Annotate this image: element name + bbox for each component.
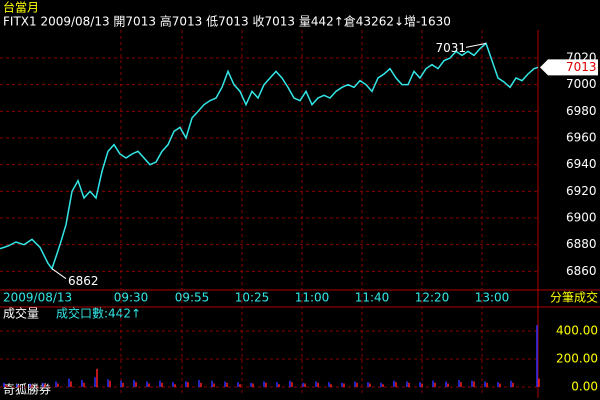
footer: 奇狐勝券 [3, 382, 51, 397]
last-price-box [540, 59, 598, 76]
high-label: 7031 [435, 41, 466, 55]
x-tick-label: 11:00 [295, 291, 330, 305]
y-tick-label: 6960 [566, 131, 597, 145]
y-tick-label: 400.00 [556, 323, 598, 337]
y-tick-label: 0.00 [571, 380, 598, 394]
x-tick-label: 10:25 [235, 291, 270, 305]
x-tick-label: 09:30 [114, 291, 149, 305]
high-pointer [465, 42, 487, 48]
y-tick-label: 200.00 [556, 351, 598, 365]
low-pointer [51, 268, 67, 280]
volume-subtitle: 成交口數:442↑ [56, 306, 141, 321]
x-tick-label: 09:55 [175, 291, 210, 305]
volume-title: 成交量 [3, 306, 39, 321]
y-tick-label: 6880 [566, 237, 597, 251]
x-tick-label: 11:40 [355, 291, 390, 305]
x-tick-label: 12:20 [415, 291, 450, 305]
last-price-label: 7013 [566, 60, 597, 74]
y-tick-label: 6920 [566, 184, 597, 198]
chart-title: 台當月 [3, 0, 39, 15]
y-tick-label: 7000 [566, 77, 597, 91]
price-line [0, 42, 539, 271]
x-tick-label: 13:00 [475, 291, 510, 305]
quote-info: FITX1 2009/08/13 開7013 高7013 低7013 收7013… [3, 14, 451, 29]
y-tick-label: 6900 [566, 211, 597, 225]
tick-mode: 分筆成交 [550, 290, 598, 305]
y-tick-label: 6980 [566, 104, 597, 118]
y-tick-label: 6940 [566, 157, 597, 171]
low-label: 6862 [68, 274, 99, 288]
y-tick-label: 6860 [566, 264, 597, 278]
date-label: 2009/08/13 [3, 291, 72, 305]
